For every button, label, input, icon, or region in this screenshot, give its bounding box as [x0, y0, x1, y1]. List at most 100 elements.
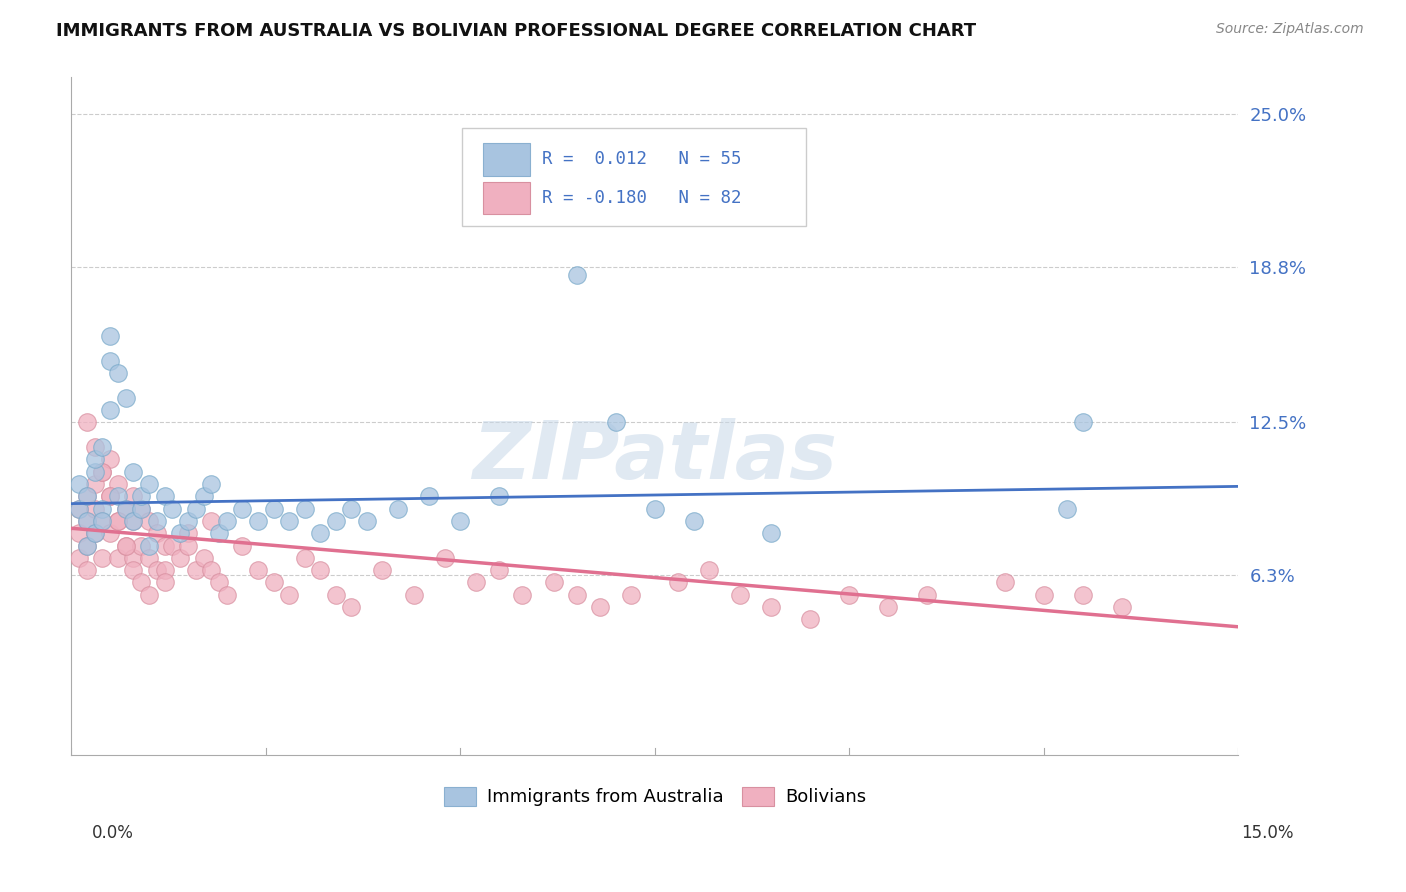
Point — [200, 514, 222, 528]
Point — [589, 600, 612, 615]
Point — [138, 514, 160, 528]
Point — [91, 465, 114, 479]
Point — [402, 588, 425, 602]
Point — [565, 268, 588, 282]
Point — [184, 501, 207, 516]
Point — [294, 501, 316, 516]
Point — [761, 526, 783, 541]
Point — [107, 514, 129, 528]
Point — [838, 588, 860, 602]
Point — [193, 550, 215, 565]
Point — [231, 501, 253, 516]
Text: Source: ZipAtlas.com: Source: ZipAtlas.com — [1216, 22, 1364, 37]
Point — [153, 489, 176, 503]
Point — [98, 403, 121, 417]
Point — [177, 539, 200, 553]
Point — [325, 514, 347, 528]
Point — [138, 477, 160, 491]
Point — [98, 489, 121, 503]
Point — [309, 563, 332, 577]
Point — [122, 563, 145, 577]
Point — [67, 501, 90, 516]
Point — [488, 563, 510, 577]
Point — [83, 477, 105, 491]
FancyBboxPatch shape — [463, 128, 807, 227]
Point — [67, 526, 90, 541]
Point — [877, 600, 900, 615]
Point — [129, 575, 152, 590]
Text: R =  0.012   N = 55: R = 0.012 N = 55 — [541, 151, 741, 169]
Point — [83, 465, 105, 479]
Point — [278, 588, 301, 602]
Point — [162, 501, 184, 516]
Point — [433, 550, 456, 565]
Point — [107, 489, 129, 503]
Point — [91, 550, 114, 565]
Point — [153, 563, 176, 577]
Point — [114, 501, 136, 516]
Text: 15.0%: 15.0% — [1241, 824, 1294, 842]
Point — [543, 575, 565, 590]
Point — [169, 550, 191, 565]
Point — [122, 550, 145, 565]
Point — [129, 501, 152, 516]
Point — [162, 539, 184, 553]
Point — [122, 465, 145, 479]
Point — [98, 526, 121, 541]
Point — [107, 477, 129, 491]
Text: 0.0%: 0.0% — [91, 824, 134, 842]
Point — [1032, 588, 1054, 602]
Point — [177, 514, 200, 528]
Point — [153, 539, 176, 553]
Point — [114, 539, 136, 553]
Point — [146, 563, 169, 577]
Point — [107, 514, 129, 528]
Point — [512, 588, 534, 602]
FancyBboxPatch shape — [484, 182, 530, 214]
Point — [1056, 501, 1078, 516]
Point — [208, 575, 231, 590]
Point — [146, 514, 169, 528]
Point — [278, 514, 301, 528]
Point — [309, 526, 332, 541]
Text: ZIPatlas: ZIPatlas — [472, 417, 837, 496]
Point — [76, 563, 98, 577]
Point — [83, 501, 105, 516]
Point — [114, 391, 136, 405]
Point — [83, 440, 105, 454]
Point — [730, 588, 752, 602]
Point — [682, 514, 704, 528]
Point — [98, 452, 121, 467]
Legend: Immigrants from Australia, Bolivians: Immigrants from Australia, Bolivians — [436, 780, 873, 814]
Point — [231, 539, 253, 553]
Point — [565, 588, 588, 602]
Point — [666, 575, 689, 590]
Point — [418, 489, 440, 503]
Point — [76, 514, 98, 528]
Point — [76, 514, 98, 528]
Point — [122, 514, 145, 528]
Point — [371, 563, 394, 577]
Point — [146, 526, 169, 541]
Point — [246, 514, 269, 528]
Point — [91, 514, 114, 528]
Point — [994, 575, 1017, 590]
Point — [915, 588, 938, 602]
Point — [122, 489, 145, 503]
FancyBboxPatch shape — [484, 143, 530, 176]
Point — [153, 575, 176, 590]
Point — [98, 489, 121, 503]
Point — [91, 514, 114, 528]
Point — [83, 526, 105, 541]
Point — [169, 526, 191, 541]
Point — [464, 575, 486, 590]
Point — [294, 550, 316, 565]
Point — [200, 477, 222, 491]
Point — [177, 526, 200, 541]
Point — [138, 588, 160, 602]
Point — [246, 563, 269, 577]
Point — [215, 588, 238, 602]
Point — [761, 600, 783, 615]
Point — [1111, 600, 1133, 615]
Point — [129, 489, 152, 503]
